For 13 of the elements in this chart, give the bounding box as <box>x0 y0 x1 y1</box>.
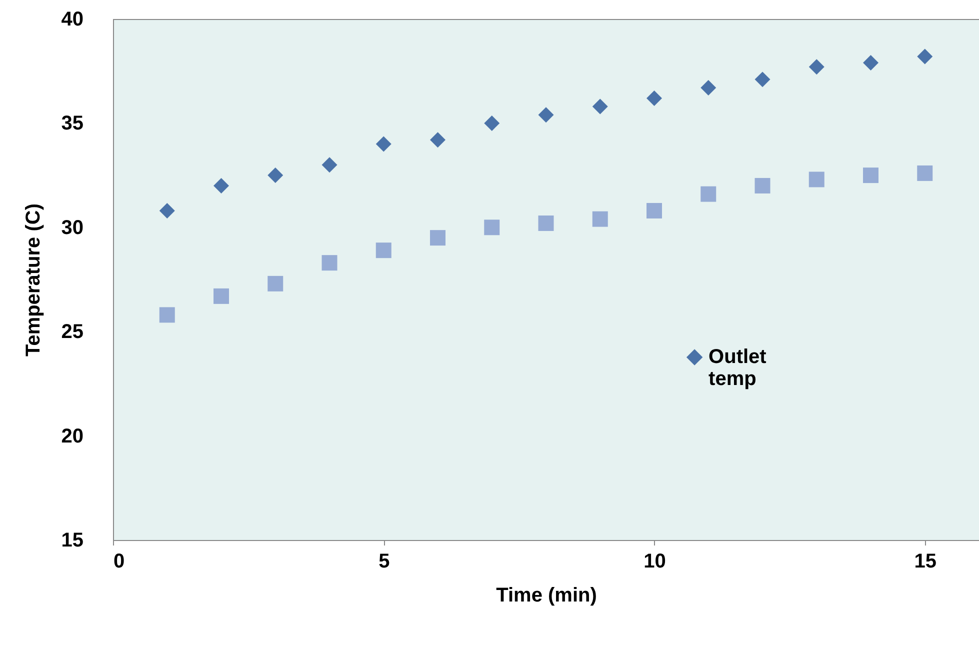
x-axis-title: Time (min) <box>496 584 597 606</box>
y-axis-title: Temperature (C) <box>22 204 44 356</box>
y-tick-label: 40 <box>61 8 84 30</box>
x-tick-label: 15 <box>914 550 936 572</box>
x-tick-label: 0 <box>114 550 125 572</box>
y-tick-label: 35 <box>61 112 84 135</box>
y-tick-label: 15 <box>61 530 84 552</box>
legend-label: Outlet temp <box>708 346 767 390</box>
y-tick-label: 30 <box>61 216 84 239</box>
y-tick-label: 20 <box>61 425 84 448</box>
y-tick-label: 25 <box>61 321 84 344</box>
x-tick-label: 10 <box>644 550 666 572</box>
x-tick-label: 5 <box>378 550 390 572</box>
